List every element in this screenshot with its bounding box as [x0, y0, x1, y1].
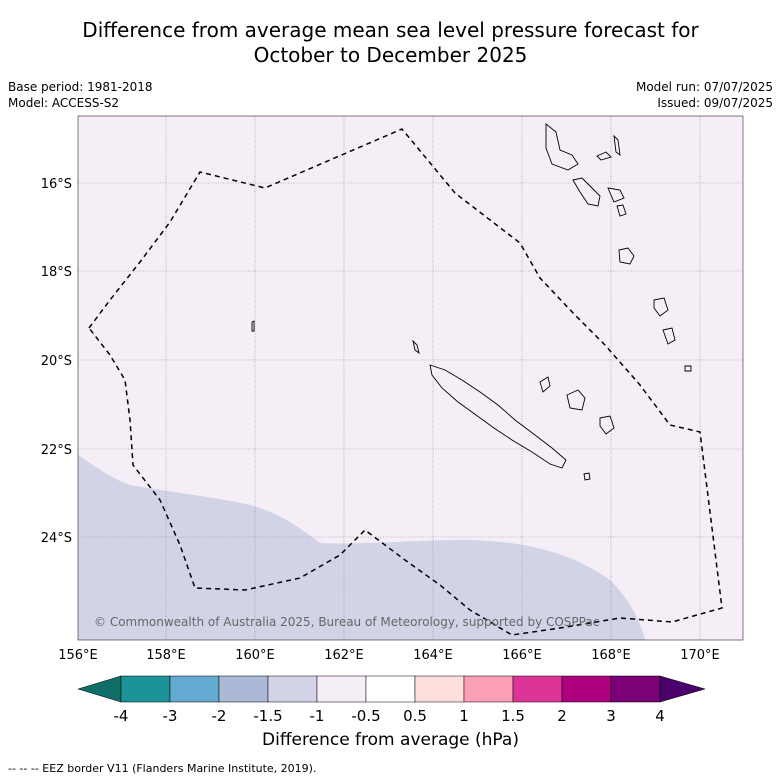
x-tick-labels: 156°E 158°E 160°E 162°E 164°E 166°E 168°…	[58, 648, 720, 663]
gridlines	[78, 116, 743, 640]
map-title: Difference from average mean sea level p…	[0, 18, 781, 68]
colorbar-label: 0.5	[403, 707, 427, 725]
eez-border	[88, 128, 723, 636]
colorbar-labels: -4 -3 -2 -1.5 -1 -0.5 0.5 1 1.5 2 3 4	[114, 707, 665, 725]
island-pentecost	[607, 187, 625, 203]
model-name: Model: ACCESS-S2	[8, 96, 120, 110]
island-malekula	[572, 177, 601, 207]
colorbar-segment	[512, 675, 563, 703]
colorbar-segment	[463, 675, 514, 703]
colorbar-label: 1	[459, 707, 469, 725]
island-aneityum	[684, 365, 692, 372]
x-tick-label: 156°E	[58, 648, 98, 663]
island-epi	[616, 204, 627, 217]
meta-right: Model run: 07/07/2025 Issued: 09/07/2025	[636, 79, 773, 111]
island-maewo	[613, 134, 621, 157]
island-santo	[545, 123, 579, 171]
colorbar-segment	[365, 675, 416, 703]
colorbar-segment	[169, 675, 220, 703]
colorbar-label: 1.5	[501, 707, 525, 725]
island-loyalty-3	[599, 415, 615, 435]
x-tick-label: 164°E	[413, 648, 453, 663]
island-loyalty-1	[539, 376, 551, 393]
y-tick-label: 22°S	[41, 443, 72, 458]
anomaly-region	[78, 455, 645, 640]
colorbar-segment	[610, 675, 661, 703]
model-run: Model run: 07/07/2025	[635, 80, 773, 94]
base-period: Base period: 1981-2018	[8, 80, 153, 94]
colorbar	[77, 675, 706, 703]
colorbar-label: -3	[163, 707, 178, 725]
x-tick-label: 160°E	[235, 648, 275, 663]
colorbar-label: -4	[114, 707, 129, 725]
colorbar-segment	[120, 675, 171, 703]
colorbar-segment	[267, 675, 318, 703]
island-loyalty-2	[566, 389, 586, 411]
island-efate	[618, 247, 635, 265]
colorbar-title: Difference from average (hPa)	[262, 730, 519, 750]
x-tick-label: 158°E	[146, 648, 186, 663]
colorbar-label: -0.5	[351, 707, 380, 725]
colorbar-extend-high	[659, 675, 706, 703]
colorbar-label: -1.5	[253, 707, 282, 725]
coastlines	[251, 123, 692, 481]
island-new-caledonia	[429, 364, 567, 469]
island-erromango	[653, 297, 669, 317]
colorbar-segment	[561, 675, 612, 703]
colorbar-label: -1	[310, 707, 325, 725]
x-tick-label: 162°E	[324, 648, 364, 663]
x-tick-label: 170°E	[680, 648, 720, 663]
colorbar-label: 4	[655, 707, 665, 725]
island-west	[251, 320, 255, 332]
colorbar-extend-low	[77, 675, 122, 703]
x-tick-label: 168°E	[591, 648, 631, 663]
copyright-text: © Commonwealth of Australia 2025, Bureau…	[94, 615, 599, 629]
colorbar-label: -2	[212, 707, 227, 725]
title-line-1: Difference from average mean sea level p…	[82, 18, 699, 42]
title-line-2: October to December 2025	[253, 43, 528, 67]
y-tick-label: 18°S	[41, 265, 72, 280]
y-tick-label: 24°S	[41, 531, 72, 546]
colorbar-label: 2	[557, 707, 567, 725]
meta-left: Base period: 1981-2018 Model: ACCESS-S2	[8, 79, 153, 111]
y-tick-label: 20°S	[41, 354, 72, 369]
island-ambae	[596, 151, 612, 161]
colorbar-segment	[414, 675, 465, 703]
colorbar-label: 3	[606, 707, 616, 725]
colorbar-segment	[218, 675, 269, 703]
footnote: -- -- -- EEZ border V11 (Flanders Marine…	[8, 762, 317, 775]
map-frame	[77, 115, 744, 641]
y-tick-labels: 16°S 18°S 20°S 22°S 24°S	[41, 177, 72, 546]
island-tanna	[662, 327, 676, 345]
island-belep	[412, 339, 420, 355]
x-tick-label: 166°E	[502, 648, 542, 663]
colorbar-segment	[316, 675, 367, 703]
island-isle-of-pines	[583, 472, 591, 481]
y-tick-label: 16°S	[41, 177, 72, 192]
issued-date: Issued: 09/07/2025	[657, 96, 773, 110]
